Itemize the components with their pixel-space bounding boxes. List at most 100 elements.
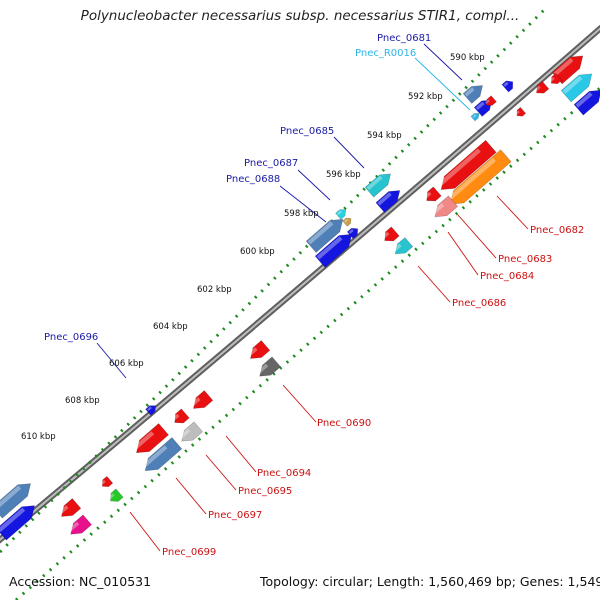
gene-label-pnec-0687[interactable]: Pnec_0687 xyxy=(244,158,298,169)
gene-arrow-13 xyxy=(470,113,480,122)
gene-arrow-highlight xyxy=(58,505,69,515)
gene-arrow-3 xyxy=(364,173,391,198)
gene-arrow-highlight xyxy=(100,480,106,485)
gene-arrow-body xyxy=(101,475,114,488)
gene-arrow-10 xyxy=(145,405,157,416)
gene-label-pnec-0695[interactable]: Pnec_0695 xyxy=(238,486,292,497)
gene-label-pnec-0682[interactable]: Pnec_0682 xyxy=(530,225,584,236)
ruler-label-606: 606 kbp xyxy=(109,359,144,369)
gene-label-pnec-0686[interactable]: Pnec_0686 xyxy=(452,298,506,309)
gene-arrow-body xyxy=(136,423,169,454)
gene-label-pnec-0690[interactable]: Pnec_0690 xyxy=(317,418,371,429)
gene-arrow-highlight xyxy=(147,406,152,412)
gene-arrow-0 xyxy=(462,85,483,104)
gene-arrow-25 xyxy=(534,80,550,94)
gene-arrow-21 xyxy=(382,226,400,242)
gene-arrow-highlight xyxy=(534,85,541,92)
gene-arrow-body xyxy=(314,233,353,268)
gene-arrow-body xyxy=(259,356,281,377)
gene-arrow-body xyxy=(536,80,550,94)
gene-arrow-highlight xyxy=(503,81,509,87)
gene-label-pnec-0696[interactable]: Pnec_0696 xyxy=(44,332,98,343)
gene-arrow-body xyxy=(193,390,214,409)
gene-label-pnec-0694[interactable]: Pnec_0694 xyxy=(257,468,311,479)
gene-arrow-highlight xyxy=(553,57,574,76)
ruler-label-594: 594 kbp xyxy=(367,131,402,141)
gene-arrow-highlight xyxy=(549,77,555,82)
backbone xyxy=(0,24,600,544)
gene-labels-reverse: Pnec_0682 Pnec_0683 Pnec_0684 Pnec_0686 … xyxy=(162,225,584,558)
gene-arrow-highlight xyxy=(190,397,201,407)
gene-arrow-4 xyxy=(375,190,401,213)
gene-arrow-15 xyxy=(560,73,593,103)
gene-arrow-7 xyxy=(346,227,359,240)
gene-arrow-body xyxy=(462,85,483,104)
gene-arrow-body xyxy=(346,227,359,240)
gene-arrow-28 xyxy=(256,356,281,377)
gene-arrow-highlight xyxy=(141,445,168,469)
gene-arrow-body xyxy=(550,72,563,85)
gene-arrow-body xyxy=(426,186,442,202)
gene-label-pnec-0683[interactable]: Pnec_0683 xyxy=(498,254,552,265)
gene-arrow-12 xyxy=(0,505,35,541)
gene-arrow-body xyxy=(551,55,584,85)
gene-arrow-body xyxy=(470,113,480,122)
ruler-label-590: 590 kbp xyxy=(450,53,485,63)
gene-arrow-34 xyxy=(100,475,114,488)
gene-label-pnec-0684[interactable]: Pnec_0684 xyxy=(480,271,534,282)
gene-label-pnec-0697[interactable]: Pnec_0697 xyxy=(208,510,262,521)
gene-arrow-body xyxy=(342,217,352,227)
gene-arrow-body xyxy=(434,195,459,218)
label-connector-3 xyxy=(297,169,331,201)
gene-arrow-highlight xyxy=(446,157,496,202)
gene-arrow-30 xyxy=(178,421,203,442)
ruler-label-598: 598 kbp xyxy=(284,209,319,219)
map-title: Polynucleobacter necessarius subsp. nece… xyxy=(80,8,520,24)
gene-arrow-highlight xyxy=(472,114,477,118)
gene-arrow-17 xyxy=(437,139,497,190)
gene-features xyxy=(0,55,600,541)
gene-label-pnec-0685[interactable]: Pnec_0685 xyxy=(280,126,334,137)
gene-arrow-18 xyxy=(446,149,512,205)
gene-arrow-body xyxy=(61,498,82,517)
gene-arrow-23 xyxy=(485,95,497,106)
gene-arrow-body xyxy=(516,106,527,117)
gene-arrow-highlight xyxy=(256,363,269,375)
gene-arrow-body xyxy=(174,408,190,424)
gene-label-pnec-0681[interactable]: Pnec_0681 xyxy=(377,33,431,44)
gene-label-pnec-r0016[interactable]: Pnec_R0016 xyxy=(355,48,416,59)
label-connector-8 xyxy=(447,231,479,276)
gene-arrow-highlight xyxy=(431,203,445,215)
gene-arrow-31 xyxy=(172,408,190,424)
gene-arrow-body xyxy=(110,488,124,502)
gene-arrow-body xyxy=(384,226,400,242)
accession-text: Accession: NC_010531 xyxy=(9,574,152,589)
gene-arrow-33 xyxy=(141,437,183,472)
gene-arrow-highlight xyxy=(172,413,180,421)
gene-arrow-highlight xyxy=(485,99,490,105)
gene-arrow-body xyxy=(305,218,344,253)
gene-arrow-highlight xyxy=(575,92,593,108)
gene-arrow-body xyxy=(70,514,92,535)
gene-arrow-5 xyxy=(335,209,347,220)
gene-arrow-highlight xyxy=(178,428,191,440)
gene-arrow-29 xyxy=(190,390,214,409)
gene-arrow-highlight xyxy=(132,431,155,451)
gene-arrow-highlight xyxy=(562,75,583,94)
ruler-label-608: 608 kbp xyxy=(65,396,100,406)
ruler-label-592: 592 kbp xyxy=(408,92,443,102)
gene-arrow-2 xyxy=(501,80,514,93)
label-connector-7 xyxy=(457,214,497,259)
gene-arrow-body xyxy=(0,505,35,541)
gene-arrow-6 xyxy=(342,217,352,227)
gene-arrow-highlight xyxy=(247,347,258,357)
label-connector-1 xyxy=(414,57,471,111)
gene-arrow-highlight xyxy=(424,191,432,199)
gene-arrow-body xyxy=(449,149,512,205)
gene-label-pnec-0699[interactable]: Pnec_0699 xyxy=(162,547,216,558)
ruler-tracks xyxy=(0,4,600,600)
gene-label-pnec-0688[interactable]: Pnec_0688 xyxy=(226,174,280,185)
gene-arrow-body xyxy=(375,190,401,213)
gene-arrow-highlight xyxy=(0,485,22,511)
